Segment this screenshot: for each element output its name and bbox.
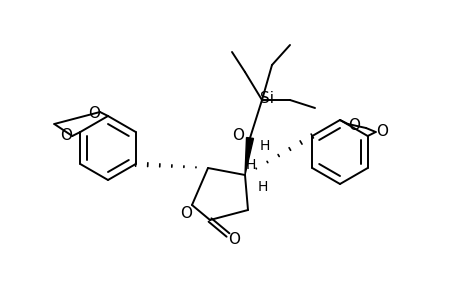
Text: O: O: [375, 124, 387, 139]
Text: O: O: [60, 128, 72, 142]
Text: H: H: [259, 139, 269, 153]
Text: H: H: [245, 158, 256, 172]
Polygon shape: [245, 137, 253, 175]
Text: Si: Si: [259, 91, 274, 106]
Text: H: H: [257, 180, 268, 194]
Text: O: O: [231, 128, 243, 143]
Text: O: O: [88, 106, 100, 121]
Text: O: O: [347, 118, 359, 133]
Text: O: O: [228, 232, 240, 247]
Text: O: O: [179, 206, 191, 220]
